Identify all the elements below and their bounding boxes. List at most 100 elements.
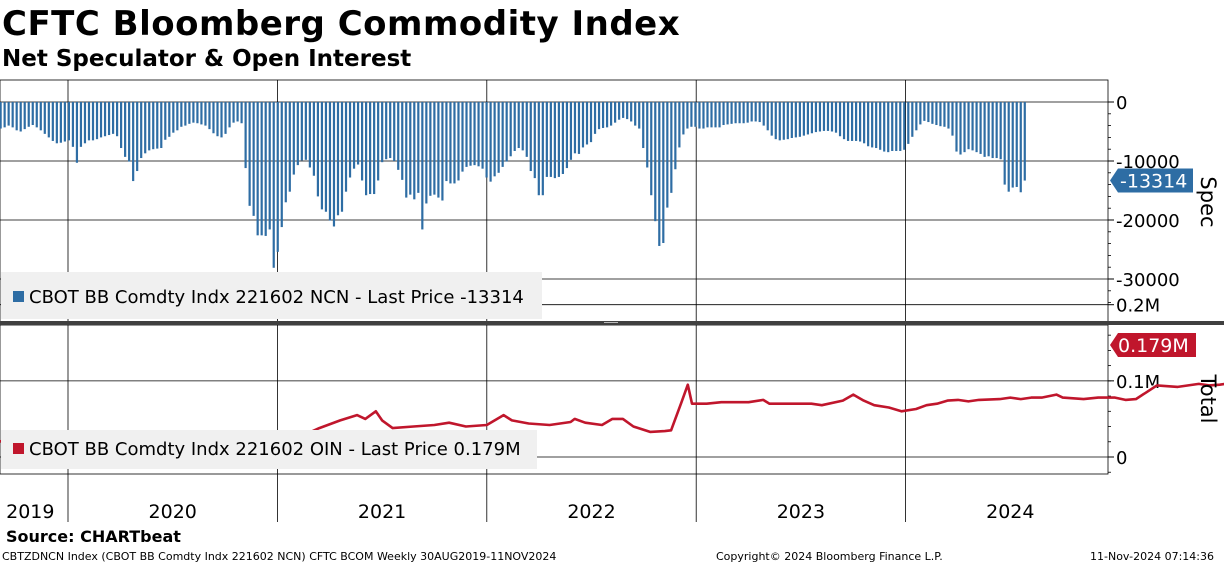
spec-bar (545, 102, 548, 177)
spec-bar (730, 102, 733, 124)
spec-bar (706, 102, 709, 128)
spec-bar (248, 102, 251, 206)
spec-bar (1019, 102, 1022, 193)
spec-bar (533, 102, 536, 179)
spec-bar (903, 102, 906, 150)
spec-bar (690, 102, 693, 127)
spec-ytick-label: -30000 (1116, 270, 1180, 291)
spec-bar (798, 102, 801, 137)
spec-bar (320, 102, 324, 210)
spec-bar (915, 102, 918, 131)
spec-bar (826, 102, 830, 131)
spec-bar (264, 102, 267, 236)
spec-bar (95, 102, 99, 140)
spec-bar (963, 102, 966, 153)
spec-bar (987, 102, 990, 157)
spec-bar (469, 102, 472, 166)
spec-bar (43, 102, 46, 134)
spec-bar (991, 102, 994, 159)
spec-bar (477, 102, 480, 167)
spec-bar (863, 102, 866, 144)
spec-bar (967, 102, 970, 150)
spec-bar (774, 102, 777, 140)
spec-bar (670, 102, 673, 193)
spec-bar (605, 102, 609, 128)
spec-bar (417, 102, 420, 193)
spec-bar (103, 102, 107, 137)
spec-bar (581, 102, 585, 148)
spec-bar (79, 102, 83, 147)
total-ytick-label: 0 (1116, 448, 1127, 469)
spec-bar (200, 102, 203, 125)
spec-bar (818, 102, 822, 132)
spec-bar (340, 102, 344, 212)
spec-bar (348, 102, 352, 178)
spec-bar (742, 102, 745, 124)
x-axis-year-label: 2019 (6, 501, 54, 523)
spec-bar (124, 102, 127, 157)
spec-bar (429, 102, 432, 196)
spec-bar (453, 102, 456, 184)
spec-ytick-label: -10000 (1116, 152, 1180, 173)
spec-bar (55, 102, 58, 144)
spec-ytick-label: -20000 (1116, 211, 1180, 232)
spec-bar (642, 102, 645, 149)
spec-bar (300, 102, 303, 161)
spec-bar (405, 102, 408, 198)
spec-bar (27, 102, 30, 127)
spec-bar (256, 102, 259, 236)
spec-bar (553, 102, 556, 179)
spec-bar (204, 102, 207, 126)
spec-bar (493, 102, 496, 177)
spec-bar (622, 102, 625, 118)
spec-bar (316, 102, 320, 197)
spec-bar (356, 102, 360, 165)
spec-bar (630, 102, 633, 122)
spec-bar (473, 102, 476, 166)
x-axis-year-label: 2023 (777, 501, 825, 523)
spec-bar (216, 102, 219, 137)
spec-bar (481, 102, 484, 169)
spec-bar (790, 102, 793, 138)
spec-bar (883, 102, 886, 152)
spec-bar (947, 102, 950, 129)
footer-index-info: CBTZDNCN Index (CBOT BB Comdty Indx 2216… (2, 550, 557, 563)
spec-bar (0, 102, 2, 129)
spec-bar (975, 102, 978, 153)
x-axis-year-label: 2022 (567, 501, 615, 523)
spec-bar (682, 102, 685, 135)
spec-bar (51, 102, 54, 141)
spec-bar (87, 102, 91, 141)
spec-bar (413, 102, 416, 200)
spec-bar (662, 102, 665, 244)
spec-bar (999, 102, 1002, 160)
spec-bar (674, 102, 677, 170)
spec-bar (377, 102, 380, 181)
spec-bar (698, 102, 701, 129)
spec-bar (445, 102, 448, 182)
spec-last-value: -13314 (1120, 171, 1187, 193)
spec-bar (164, 102, 167, 140)
spec-bar (573, 102, 577, 154)
spec-bar (585, 102, 589, 145)
spec-bar (806, 102, 809, 135)
spec-bar (867, 102, 870, 147)
spec-bar (589, 102, 593, 143)
spec-bar (654, 102, 657, 222)
spec-last-value-tag (1110, 168, 1193, 193)
total-legend-label: CBOT BB Comdty Indx 221602 OIN - Last Pr… (29, 439, 521, 460)
x-axis-year-label: 2021 (358, 501, 406, 523)
spec-bar (762, 102, 765, 126)
spec-bar (614, 102, 617, 123)
spec-bar (814, 102, 818, 133)
spec-bar (268, 102, 271, 230)
spec-bar (879, 102, 882, 150)
total-ytick-label: 0.1M (1116, 372, 1160, 393)
spec-bar (312, 102, 315, 176)
spec-bar (228, 102, 231, 128)
spec-bar (634, 102, 637, 126)
spec-bar (850, 102, 854, 141)
spec-bar (39, 102, 42, 131)
spec-bar (658, 102, 661, 246)
